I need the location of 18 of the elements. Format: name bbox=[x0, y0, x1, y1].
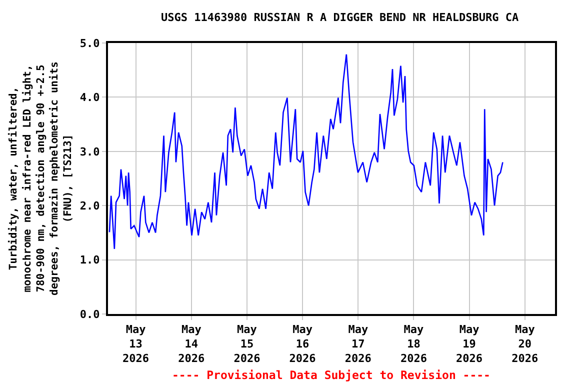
x-tick-label: May 14 2026 bbox=[178, 323, 205, 365]
y-tick-label: 2.0 bbox=[80, 199, 100, 212]
line-series bbox=[108, 54, 504, 250]
y-tick-label: 3.0 bbox=[80, 145, 100, 158]
text: ---- Provisional Data Subject to Revision ---- bbox=[172, 368, 490, 382]
x-tick-label: May 19 2026 bbox=[456, 323, 483, 365]
x-tick-label: May 18 2026 bbox=[400, 323, 428, 365]
chart-title: USGS 11463980 RUSSIAN R A DIGGER BEND NR HEALDSBURG CA bbox=[161, 11, 520, 24]
y-axis-title: Turbidity, water, unfiltered, monochrome near infra-red LED light, 780-900 nm, detection angle 90 +-2.5 degrees, formazin nephelometric units (FNU), [TS213] bbox=[8, 62, 74, 296]
x-tick-label: May 15 2026 bbox=[234, 323, 261, 365]
y-tick-label: 1.0 bbox=[80, 254, 100, 267]
y-tick-label: 5.0 bbox=[80, 36, 100, 50]
y-tick-label: 0.0 bbox=[80, 308, 100, 321]
x-tick-label: May 20 2026 bbox=[512, 323, 539, 365]
y-tick-label: 4.0 bbox=[80, 91, 100, 104]
x-tick-label: May 13 2026 bbox=[122, 323, 150, 365]
x-tick-label: May 17 2026 bbox=[344, 323, 372, 365]
x-tick-label: May 16 2026 bbox=[289, 323, 316, 365]
